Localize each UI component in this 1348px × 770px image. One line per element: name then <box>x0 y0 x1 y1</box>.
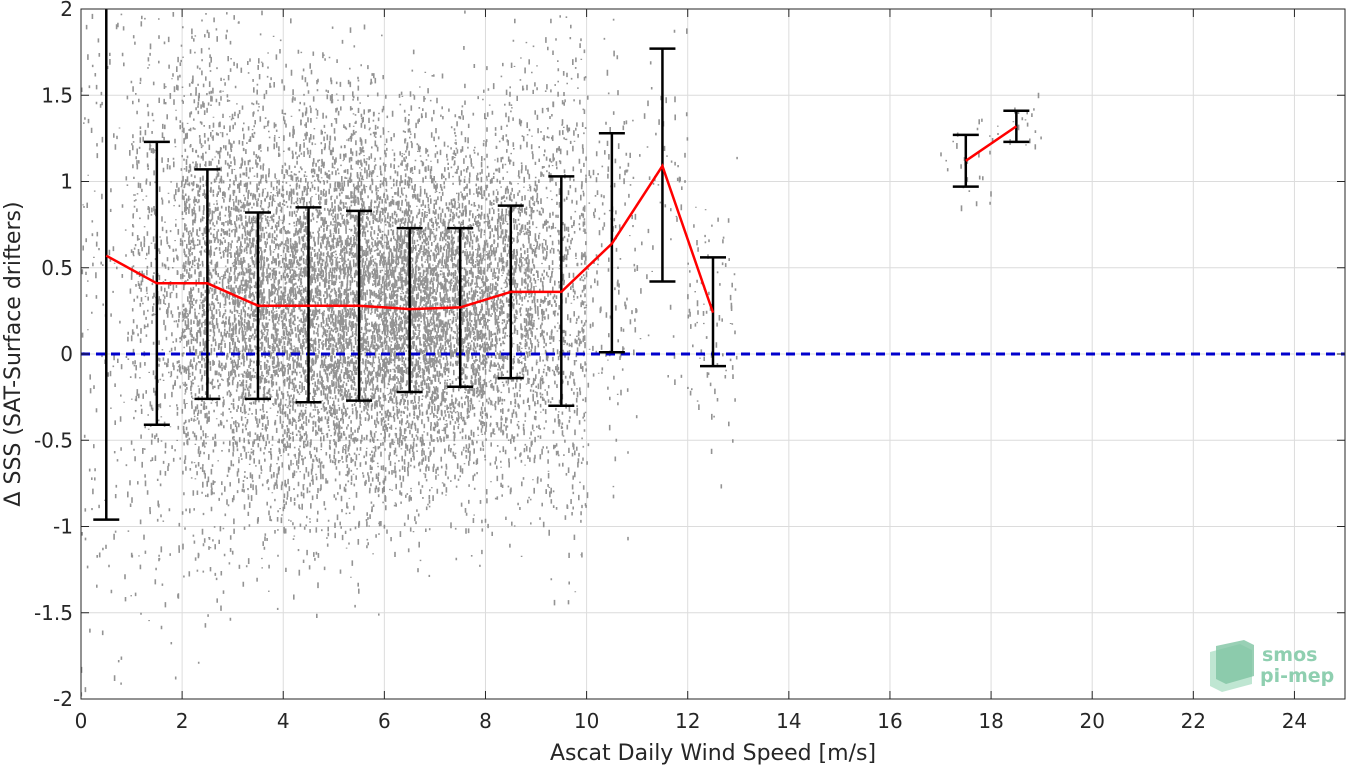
y-axis-ticks: -2 -1.5 -1 -0.5 0 0.5 1 1.5 2 <box>34 0 1345 711</box>
y-tick-label: 2 <box>60 0 73 21</box>
y-axis-label: Δ SSS (SAT-Surface drifters) <box>1 201 26 506</box>
x-tick-label: 2 <box>176 709 189 733</box>
x-tick-label: 4 <box>277 709 290 733</box>
x-tick-label: 20 <box>1079 709 1104 733</box>
y-tick-label: 1.5 <box>41 83 73 107</box>
x-tick-label: 14 <box>776 709 801 733</box>
logo-text-line2: pi-mep <box>1260 665 1334 687</box>
y-tick-label: 0 <box>60 342 73 366</box>
mean-line-segment <box>105 163 715 314</box>
y-tick-label: -0.5 <box>34 428 73 452</box>
mean-line <box>105 125 1018 314</box>
x-tick-label: 24 <box>1282 709 1307 733</box>
x-tick-label: 10 <box>574 709 599 733</box>
y-tick-label: -1.5 <box>34 601 73 625</box>
error-bar <box>93 9 120 521</box>
y-tick-label: -2 <box>53 687 73 711</box>
logo-text-line1: smos <box>1262 644 1317 666</box>
x-tick-label: 18 <box>978 709 1003 733</box>
logo-shape-2 <box>1216 640 1254 684</box>
x-axis-ticks: 0 2 4 6 8 10 12 14 16 18 20 22 24 <box>75 9 1307 733</box>
x-tick-label: 8 <box>479 709 492 733</box>
y-tick-label: 1 <box>60 170 73 194</box>
y-tick-label: -1 <box>53 515 73 539</box>
y-tick-label: 0.5 <box>41 256 73 280</box>
x-tick-label: 22 <box>1181 709 1206 733</box>
mean-line-segment <box>965 125 1018 162</box>
smos-pi-mep-logo: smos pi-mep <box>1210 640 1334 692</box>
x-tick-label: 6 <box>378 709 391 733</box>
x-tick-label: 16 <box>877 709 902 733</box>
x-tick-label: 0 <box>75 709 88 733</box>
x-tick-label: 12 <box>675 709 700 733</box>
x-axis-label: Ascat Daily Wind Speed [m/s] <box>550 741 876 766</box>
